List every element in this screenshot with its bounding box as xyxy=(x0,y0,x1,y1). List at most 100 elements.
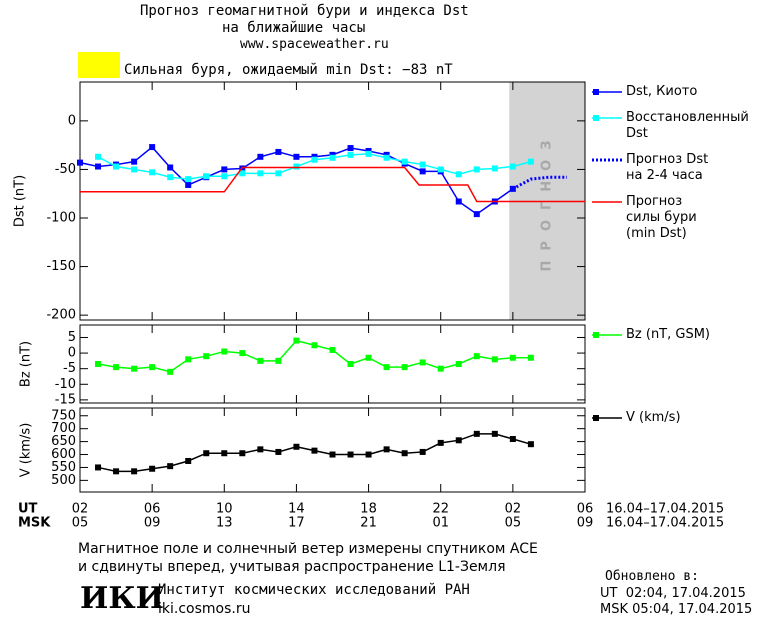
x-tick-label: 02 xyxy=(72,502,89,517)
point xyxy=(239,170,246,177)
legend-label: Bz (nT, GSM) xyxy=(626,327,711,342)
x-tick-label: 17 xyxy=(288,516,305,531)
y-tick-label: 550 xyxy=(51,460,76,475)
x-tick-label: 06 xyxy=(144,502,161,517)
point xyxy=(293,443,300,450)
point xyxy=(437,166,444,173)
point xyxy=(95,361,102,367)
point xyxy=(401,450,408,457)
legend-label: Прогноз силы бури (min Dst) xyxy=(626,194,697,241)
y-tick-label: -50 xyxy=(55,162,76,177)
legend-marker xyxy=(593,332,599,338)
x-tick-label: 10 xyxy=(216,502,233,517)
point xyxy=(149,144,156,151)
updated: UT 02:04, 17.04.2015 xyxy=(600,586,746,601)
y-tick-label: -15 xyxy=(55,392,76,407)
point xyxy=(221,348,228,355)
point xyxy=(275,357,282,364)
point xyxy=(167,174,174,181)
point xyxy=(275,148,282,155)
x-tick-label: 09 xyxy=(144,516,161,531)
point xyxy=(185,181,192,188)
point xyxy=(437,439,444,446)
site: iki.cosmos.ru xyxy=(158,601,251,617)
footer-note: Магнитное поле и солнечный ветер измерен… xyxy=(78,540,538,576)
title: Прогноз геомагнитной бури и индекса Dst xyxy=(140,3,469,19)
point xyxy=(167,463,174,470)
storm-color xyxy=(78,52,120,78)
point xyxy=(131,468,138,475)
point xyxy=(509,163,516,170)
point xyxy=(347,145,354,152)
point xyxy=(185,457,192,464)
point xyxy=(167,368,174,375)
y-tick-label: -200 xyxy=(46,308,76,323)
point xyxy=(77,159,83,166)
point xyxy=(311,342,318,349)
point xyxy=(221,173,228,180)
point xyxy=(239,450,246,457)
point xyxy=(419,161,426,168)
point xyxy=(527,441,534,448)
x-tick-label: 14 xyxy=(288,502,305,517)
logo: ИКИ xyxy=(80,581,164,616)
legend-marker xyxy=(593,89,599,95)
point xyxy=(113,163,120,170)
point xyxy=(221,450,228,457)
point xyxy=(491,165,498,172)
date-range: 16.04–17.04.2015 xyxy=(606,502,724,517)
point xyxy=(473,166,480,173)
point xyxy=(383,154,390,161)
point xyxy=(275,448,282,455)
point xyxy=(455,198,462,205)
series-line xyxy=(80,166,585,203)
x-tick-label: 21 xyxy=(360,516,377,531)
date-range: 16.04–17.04.2015 xyxy=(606,516,724,531)
y-tick-label: -150 xyxy=(46,259,76,274)
point xyxy=(203,353,210,360)
point xyxy=(401,364,408,371)
point xyxy=(203,450,210,457)
point xyxy=(95,163,102,170)
point xyxy=(293,337,300,344)
point xyxy=(437,365,444,372)
y-tick-label: -10 xyxy=(55,377,76,392)
x-tick-label: 18 xyxy=(360,502,377,517)
point xyxy=(257,357,264,364)
point xyxy=(383,364,390,371)
point xyxy=(257,170,264,177)
point xyxy=(509,354,516,361)
x-tick-label: 05 xyxy=(505,516,522,531)
point xyxy=(329,346,336,353)
point xyxy=(149,169,156,176)
point xyxy=(365,150,372,157)
point xyxy=(473,430,480,437)
point xyxy=(185,356,192,363)
point xyxy=(365,354,372,361)
point xyxy=(257,446,264,453)
updated-label: Обновлено в: xyxy=(605,569,699,584)
point xyxy=(293,153,300,160)
url: www.spaceweather.ru xyxy=(240,37,389,52)
point xyxy=(185,176,192,183)
point xyxy=(275,170,282,177)
x-tick-label: 02 xyxy=(505,502,522,517)
plot-frame xyxy=(79,407,586,493)
point xyxy=(527,354,534,361)
point xyxy=(167,164,174,171)
point xyxy=(419,448,426,455)
point xyxy=(329,451,336,458)
note-line: и сдвинуты вперед, учитывая распростране… xyxy=(78,559,506,575)
point xyxy=(131,365,138,372)
x-tick-label: 13 xyxy=(216,516,233,531)
point xyxy=(113,468,120,475)
x-row-label: MSK xyxy=(18,516,51,531)
point xyxy=(365,451,372,458)
point xyxy=(221,166,228,173)
legend-marker xyxy=(593,115,599,121)
point xyxy=(131,158,138,165)
storm-note: Сильная буря, ожидаемый min Dst: −83 nT xyxy=(124,62,453,78)
x-tick-label: 22 xyxy=(432,502,449,517)
y-tick-label: 750 xyxy=(51,408,76,423)
point xyxy=(293,163,300,170)
